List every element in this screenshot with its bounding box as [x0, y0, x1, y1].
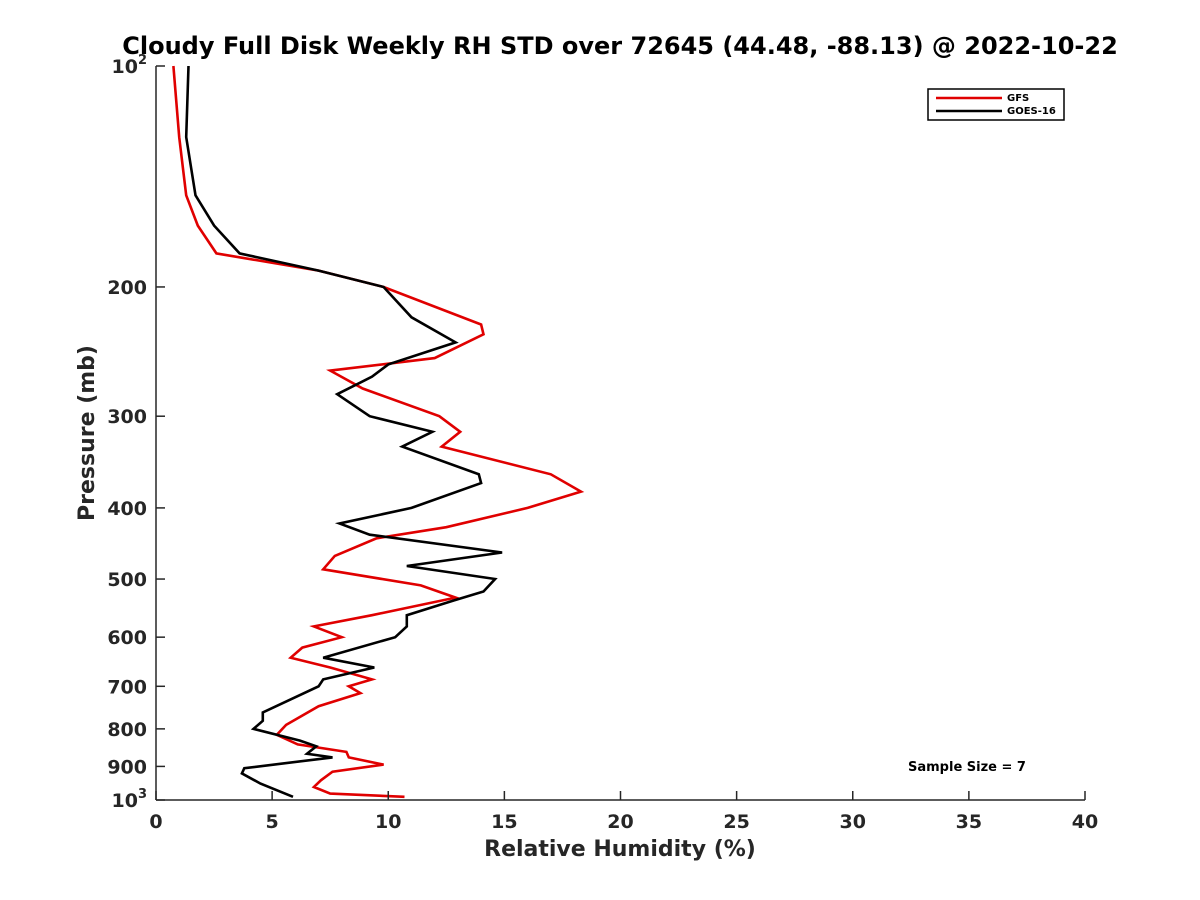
- x-tick-label: 35: [956, 811, 982, 833]
- y-tick-label: 600: [107, 627, 147, 649]
- y-tick-label: 102: [112, 53, 148, 78]
- y-tick-label: 103: [112, 787, 148, 812]
- y-tick-label: 800: [107, 719, 147, 741]
- series-line-goes16: [184, 65, 503, 799]
- legend-label-gfs: GFS: [1007, 93, 1029, 104]
- y-tick-label: 400: [107, 498, 147, 520]
- axes: 0 5 10 15 20 25 30 35 40 102 200 300 400 500 600 700 800…: [107, 53, 1098, 833]
- x-tick-label: 30: [840, 811, 866, 833]
- x-tick-label: 15: [491, 811, 517, 833]
- legend-box: [927, 88, 1065, 121]
- series-line-gfs: [172, 65, 585, 799]
- x-tick-label: 40: [1072, 811, 1098, 833]
- y-tick-label: 300: [107, 406, 147, 428]
- chart-title: Cloudy Full Disk Weekly RH STD over 7264…: [122, 32, 1118, 60]
- sample-size-annotation: Sample Size = 7: [908, 760, 1026, 775]
- y-tick-label: 700: [107, 676, 147, 698]
- x-tick-label: 25: [723, 811, 749, 833]
- series-lines: [172, 65, 585, 799]
- legend-label-goes16: GOES-16: [1007, 106, 1056, 117]
- y-tick-label: 500: [107, 569, 147, 591]
- y-axis-label: Pressure (mb): [75, 345, 100, 521]
- x-tick-label: 20: [607, 811, 633, 833]
- x-tick-label: 10: [375, 811, 401, 833]
- legend: GFS GOES-16: [927, 88, 1065, 121]
- x-tick-label: 0: [149, 811, 162, 833]
- x-axis-label: Relative Humidity (%): [484, 837, 756, 862]
- x-tick-label: 5: [266, 811, 279, 833]
- y-tick-label: 200: [107, 277, 147, 299]
- y-tick-label: 900: [107, 756, 147, 778]
